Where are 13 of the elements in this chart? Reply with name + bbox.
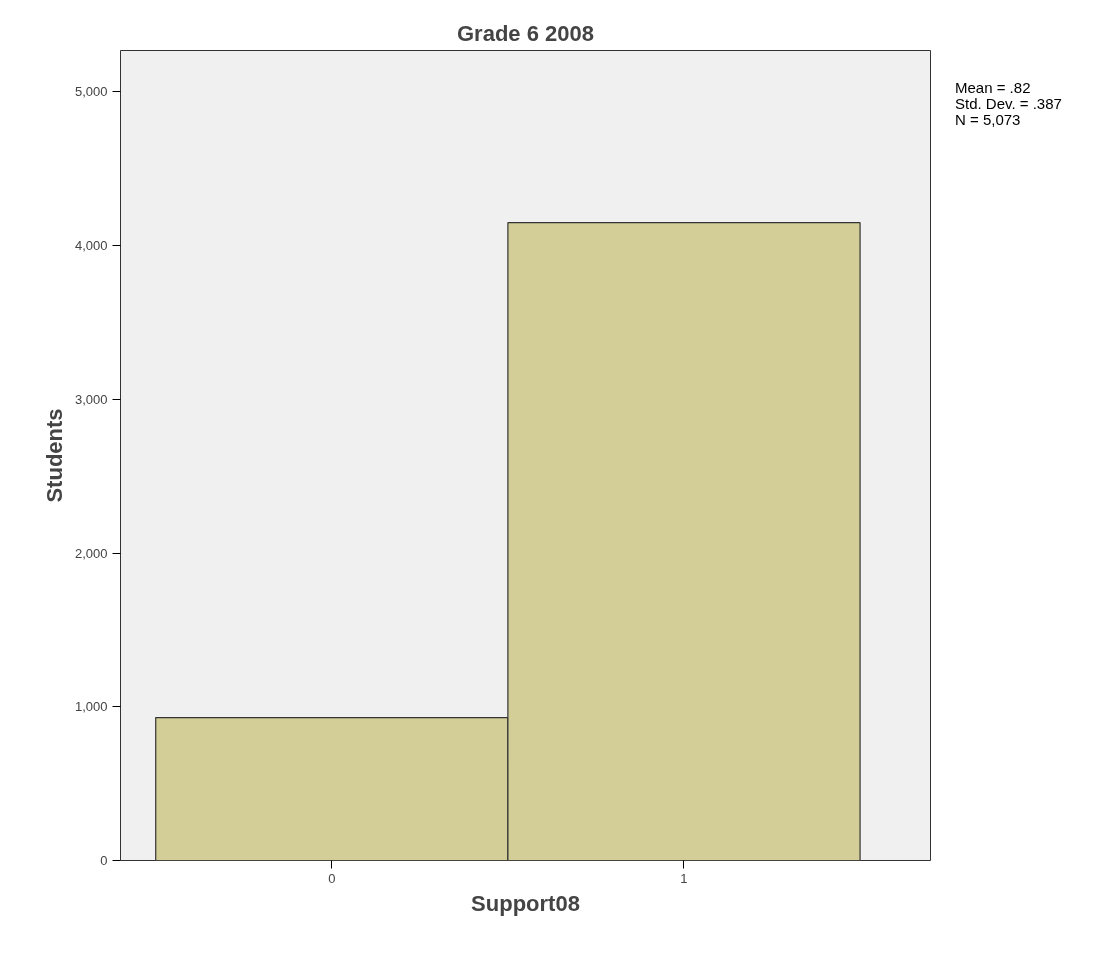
y-tick-label: 2,000 [74,545,108,561]
y-tick-label: 1,000 [74,699,108,715]
y-tick-label: 5,000 [74,84,108,100]
y-tick-label: 0 [100,853,108,868]
x-tick-label: 1 [680,870,688,886]
text: Mean = .82 [955,79,1032,96]
text: N = 5,073 [955,111,1022,128]
y-axis-title: Students [41,408,67,503]
y-tick-label: 3,000 [74,391,108,407]
x-axis-title: Support08 [471,890,580,916]
y-tick-label: 4,000 [74,238,108,254]
chart-title: Grade 6 2008 [457,20,594,46]
text: Std. Dev. = .387 [955,95,1062,112]
